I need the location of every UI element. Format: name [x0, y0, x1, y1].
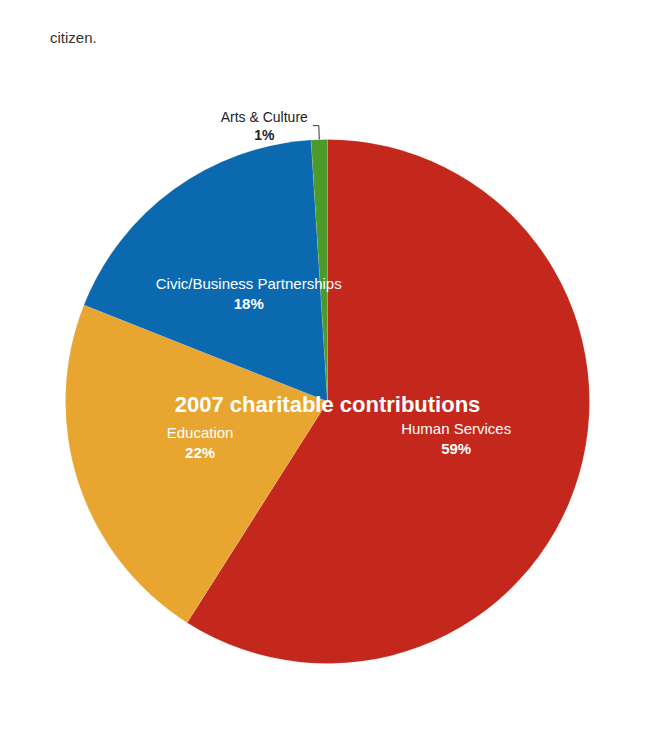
- svg-text:59%: 59%: [441, 440, 471, 457]
- svg-text:Human Services: Human Services: [401, 420, 511, 437]
- svg-text:18%: 18%: [234, 295, 264, 312]
- svg-text:1%: 1%: [254, 127, 275, 143]
- svg-text:Arts & Culture: Arts & Culture: [221, 109, 308, 125]
- svg-text:22%: 22%: [185, 444, 215, 461]
- svg-text:Civic/Business Partnerships: Civic/Business Partnerships: [156, 275, 342, 292]
- svg-text:2007 charitable contributions: 2007 charitable contributions: [175, 392, 481, 417]
- svg-text:citizen.: citizen.: [50, 29, 97, 46]
- svg-text:Education: Education: [167, 424, 234, 441]
